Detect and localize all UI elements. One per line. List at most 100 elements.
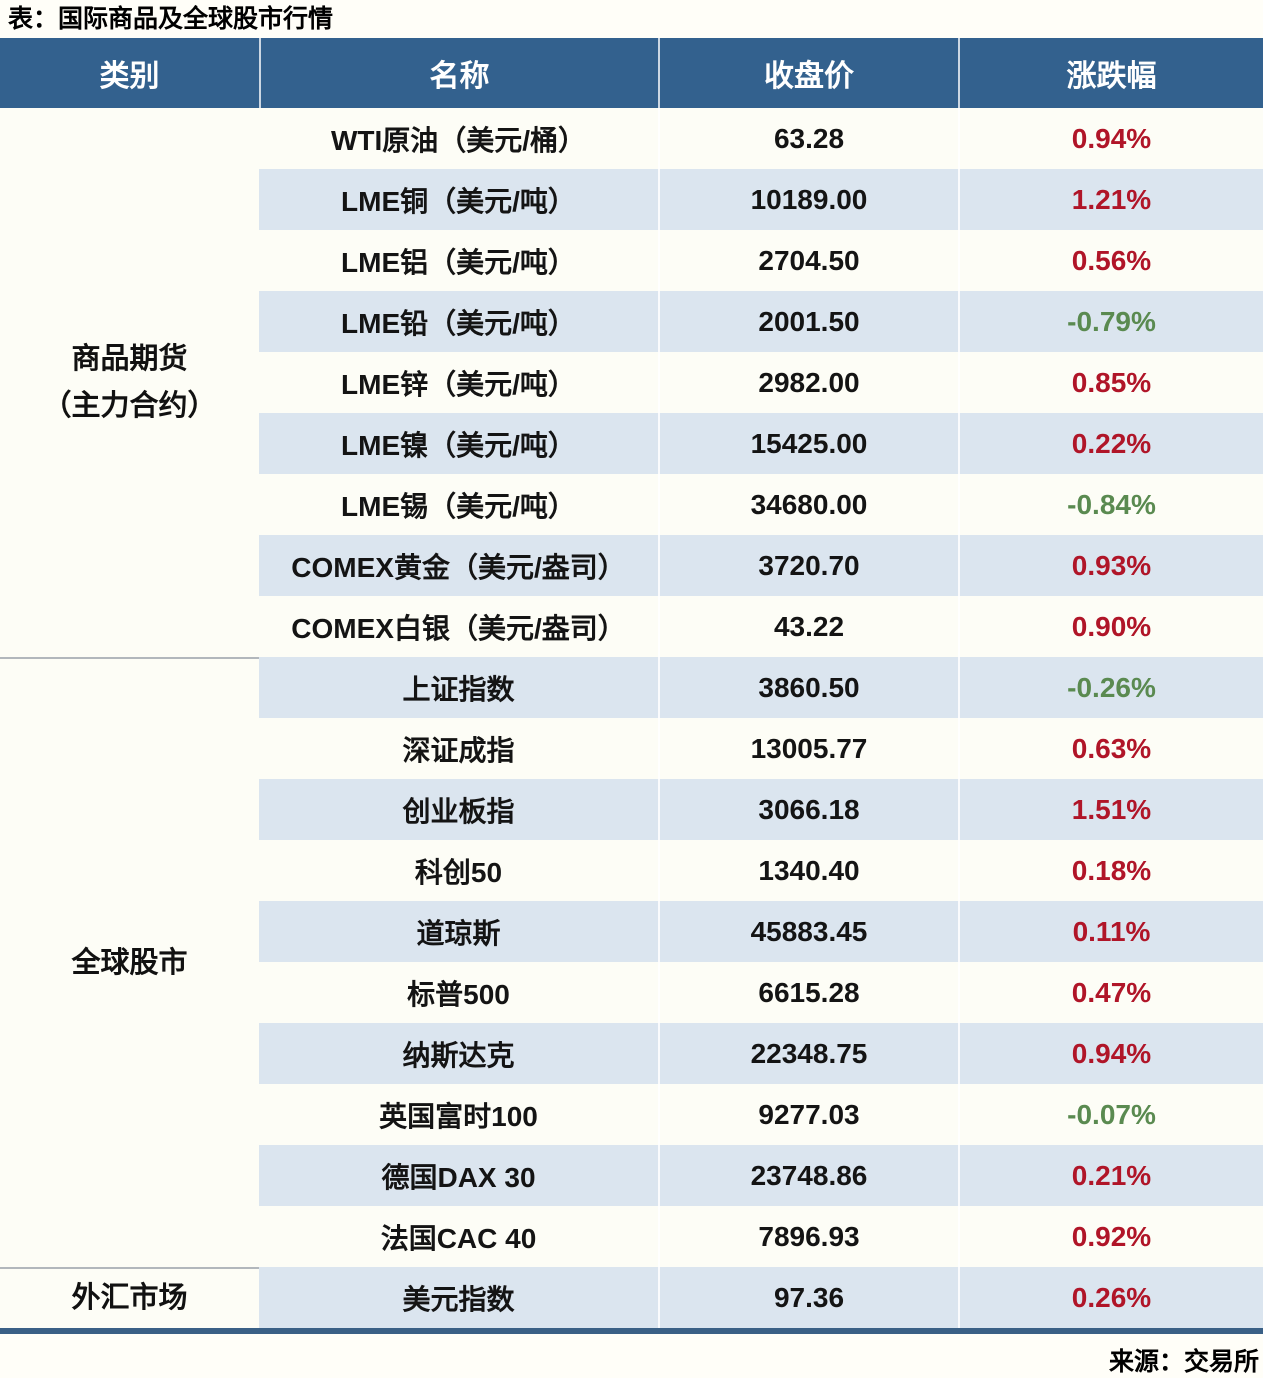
- cell-close: 22348.75: [658, 1023, 958, 1084]
- category-cell: 外汇市场: [0, 1267, 259, 1328]
- header-change-pct: 涨跌幅: [958, 38, 1263, 108]
- header-category: 类别: [99, 60, 160, 93]
- cell-name: 英国富时100: [379, 1100, 538, 1132]
- cell-close: 97.36: [658, 1267, 958, 1328]
- cell-close: 34680.00: [658, 474, 958, 535]
- cell-name: 创业板指: [402, 795, 515, 827]
- table-header: 类别 名称 收盘价 涨跌幅: [0, 38, 1263, 108]
- cell-name: 道琼斯: [416, 917, 501, 949]
- cell-close: 23748.86: [658, 1145, 958, 1206]
- cell-name: WTI原油（美元/桶）: [330, 124, 587, 156]
- category-column: 商品期货 （主力合约） 全球股市外汇市场: [0, 108, 259, 1328]
- cell-close: 3066.18: [658, 779, 958, 840]
- cell-change: 0.22%: [958, 413, 1263, 474]
- cell-change: -0.84%: [958, 474, 1263, 535]
- category-cell: 全球股市: [0, 657, 259, 1267]
- cell-close: 63.28: [658, 108, 958, 169]
- cell-change: 0.63%: [958, 718, 1263, 779]
- table-bottom-border: [0, 1328, 1263, 1334]
- cell-name: 科创50: [414, 856, 503, 888]
- cell-close: 3860.50: [658, 657, 958, 718]
- table-row: 创业板指 3066.18 1.51%: [259, 779, 1263, 840]
- cell-close: 43.22: [658, 596, 958, 657]
- table-row: COMEX白银（美元/盎司） 43.22 0.90%: [259, 596, 1263, 657]
- cell-name: 纳斯达克: [402, 1039, 515, 1071]
- cell-name: 法国CAC 40: [380, 1222, 537, 1254]
- table-row: 道琼斯 45883.45 0.11%: [259, 901, 1263, 962]
- cell-name: LME锡（美元/吨）: [341, 490, 576, 522]
- table-row: 美元指数 97.36 0.26%: [259, 1267, 1263, 1328]
- cell-name: 标普500: [407, 978, 510, 1010]
- cell-name: 上证指数: [402, 673, 515, 705]
- cell-close: 15425.00: [658, 413, 958, 474]
- cell-close: 2704.50: [658, 230, 958, 291]
- source-label: 来源：交易所: [1108, 1348, 1259, 1376]
- cell-name: 深证成指: [402, 734, 515, 766]
- table-row: 上证指数 3860.50 -0.26%: [259, 657, 1263, 718]
- cell-close: 13005.77: [658, 718, 958, 779]
- cell-name: 美元指数: [402, 1283, 515, 1315]
- table-row: LME镍（美元/吨） 15425.00 0.22%: [259, 413, 1263, 474]
- category-label-line: （主力合约）: [42, 389, 217, 422]
- cell-close: 10189.00: [658, 169, 958, 230]
- cell-change: 0.92%: [958, 1206, 1263, 1267]
- table-body: 商品期货 （主力合约） 全球股市外汇市场 WTI原油（美元/桶） 63.28 0.9…: [0, 108, 1263, 1328]
- cell-change: 0.11%: [958, 901, 1263, 962]
- table-row: LME铝（美元/吨） 2704.50 0.56%: [259, 230, 1263, 291]
- table-row: 深证成指 13005.77 0.63%: [259, 718, 1263, 779]
- cell-change: -0.79%: [958, 291, 1263, 352]
- cell-change: 0.26%: [958, 1267, 1263, 1328]
- cell-change: 1.51%: [958, 779, 1263, 840]
- cell-change: 0.85%: [958, 352, 1263, 413]
- cell-close: 2982.00: [658, 352, 958, 413]
- table-row: WTI原油（美元/桶） 63.28 0.94%: [259, 108, 1263, 169]
- cell-change: 0.90%: [958, 596, 1263, 657]
- table-row: 法国CAC 40 7896.93 0.92%: [259, 1206, 1263, 1267]
- table-rows: WTI原油（美元/桶） 63.28 0.94% LME铜（美元/吨） 10189…: [259, 108, 1263, 1328]
- category-label-line: 外汇市场: [71, 1282, 188, 1315]
- table-row: 英国富时100 9277.03 -0.07%: [259, 1084, 1263, 1145]
- cell-name: LME铝（美元/吨）: [341, 246, 576, 278]
- table-row: 纳斯达克 22348.75 0.94%: [259, 1023, 1263, 1084]
- market-table: 类别 名称 收盘价 涨跌幅 商品期货 （主力合约） 全球股市外汇市场 WTI原油（美…: [0, 38, 1263, 1334]
- cell-change: -0.26%: [958, 657, 1263, 718]
- cell-close: 6615.28: [658, 962, 958, 1023]
- cell-name: LME锌（美元/吨）: [341, 368, 576, 400]
- table-row: 科创50 1340.40 0.18%: [259, 840, 1263, 901]
- table-row: COMEX黄金（美元/盎司） 3720.70 0.93%: [259, 535, 1263, 596]
- cell-close: 9277.03: [658, 1084, 958, 1145]
- cell-close: 1340.40: [658, 840, 958, 901]
- table-row: LME铜（美元/吨） 10189.00 1.21%: [259, 169, 1263, 230]
- header-close-price: 收盘价: [658, 38, 958, 108]
- cell-change: 0.47%: [958, 962, 1263, 1023]
- cell-name: LME铜（美元/吨）: [341, 185, 576, 217]
- cell-change: 0.94%: [958, 1023, 1263, 1084]
- cell-change: 0.94%: [958, 108, 1263, 169]
- cell-name: LME镍（美元/吨）: [341, 429, 576, 461]
- category-label-line: 全球股市: [71, 946, 188, 979]
- table-row: LME锌（美元/吨） 2982.00 0.85%: [259, 352, 1263, 413]
- cell-name: COMEX黄金（美元/盎司）: [291, 551, 626, 583]
- cell-change: 0.56%: [958, 230, 1263, 291]
- cell-change: 0.21%: [958, 1145, 1263, 1206]
- category-cell: 商品期货 （主力合约）: [0, 108, 259, 657]
- table-row: 德国DAX 30 23748.86 0.21%: [259, 1145, 1263, 1206]
- cell-change: -0.07%: [958, 1084, 1263, 1145]
- cell-close: 2001.50: [658, 291, 958, 352]
- cell-change: 1.21%: [958, 169, 1263, 230]
- cell-change: 0.18%: [958, 840, 1263, 901]
- cell-close: 7896.93: [658, 1206, 958, 1267]
- page-title: 表：国际商品及全球股市行情: [8, 5, 334, 33]
- cell-close: 3720.70: [658, 535, 958, 596]
- table-row: 标普500 6615.28 0.47%: [259, 962, 1263, 1023]
- header-name: 名称: [259, 38, 658, 108]
- cell-change: 0.93%: [958, 535, 1263, 596]
- table-row: LME锡（美元/吨） 34680.00 -0.84%: [259, 474, 1263, 535]
- cell-name: 德国DAX 30: [381, 1161, 536, 1193]
- cell-name: COMEX白银（美元/盎司）: [291, 612, 626, 644]
- cell-close: 45883.45: [658, 901, 958, 962]
- table-row: LME铅（美元/吨） 2001.50 -0.79%: [259, 291, 1263, 352]
- cell-name: LME铅（美元/吨）: [341, 307, 576, 339]
- category-label-line: 商品期货: [71, 343, 188, 376]
